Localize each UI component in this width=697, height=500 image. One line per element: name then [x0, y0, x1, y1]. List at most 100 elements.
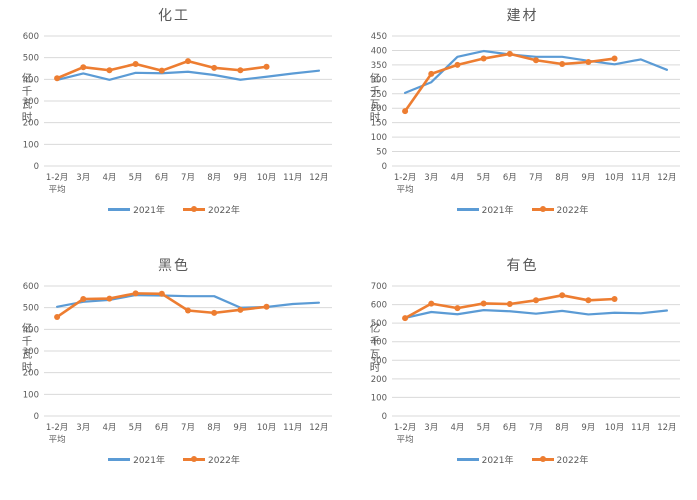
y-tick-label: 250 [371, 90, 387, 100]
legend-marker-dot [539, 456, 546, 463]
legend-label: 2021年 [481, 206, 514, 216]
data-point-marker [428, 70, 435, 77]
y-tick-label: 300 [371, 356, 387, 366]
data-point-marker [54, 313, 61, 320]
data-point-marker [454, 61, 461, 68]
x-tick-label: 9月 [581, 423, 595, 433]
data-point-marker [80, 296, 87, 302]
x-tick-label: 3月 [424, 423, 438, 433]
data-point-marker [533, 57, 539, 64]
y-axis-title-char: 亿 [22, 322, 33, 335]
data-point-marker [211, 309, 218, 316]
x-tick-label: 8月 [207, 423, 221, 433]
x-tick-label: 9月 [233, 423, 247, 433]
legend-item-2021: 2021年 [108, 203, 165, 216]
legend-line-dot-swatch [183, 456, 205, 463]
y-tick-label: 400 [371, 46, 387, 56]
x-tick-label: 10月 [605, 423, 624, 433]
y-axis-title-char: 时 [22, 362, 33, 374]
y-tick-label: 300 [23, 347, 39, 357]
x-tick-sublabel: 平均 [397, 184, 414, 195]
x-tick-label: 8月 [555, 173, 569, 183]
x-tick-label: 5月 [129, 173, 143, 183]
x-tick-label: 12月 [657, 423, 676, 433]
y-axis-title-char: 时 [370, 112, 381, 124]
x-tick-label: 1-2月 [46, 173, 68, 183]
x-tick-label: 6月 [155, 423, 169, 433]
chart-legend: 2021年 2022年 [0, 203, 348, 216]
x-tick-label: 1-2月 [46, 423, 68, 433]
legend-item-2022: 2022年 [531, 453, 588, 466]
y-axis-title-char: 千 [22, 336, 33, 348]
data-point-marker [559, 61, 566, 68]
legend-label: 2022年 [208, 206, 240, 216]
series-line-2021年 [403, 49, 669, 95]
y-axis-title-char: 亿 [370, 322, 381, 335]
x-tick-label: 7月 [529, 173, 543, 183]
data-point-marker [106, 67, 113, 74]
data-point-marker [585, 59, 592, 65]
x-tick-label: 1-2月 [394, 423, 416, 433]
y-tick-label: 200 [371, 104, 387, 114]
x-tick-label: 11月 [283, 173, 302, 183]
y-tick-label: 100 [371, 393, 387, 403]
legend-label: 2021年 [133, 206, 165, 216]
y-tick-label: 200 [23, 119, 39, 129]
chart-legend: 2021年 2022年 [348, 203, 697, 216]
data-point-marker [158, 67, 165, 74]
y-axis-title-char: 亿 [370, 72, 381, 85]
y-tick-label: 500 [23, 54, 39, 64]
data-point-marker [54, 75, 61, 82]
x-tick-label: 12月 [309, 423, 328, 433]
x-tick-label: 1-2月 [394, 173, 416, 183]
chart-title: 建材 [506, 8, 539, 24]
x-tick-label: 9月 [581, 173, 595, 183]
x-tick-label: 4月 [450, 423, 464, 433]
chart-legend: 2021年 2022年 [0, 453, 348, 466]
data-point-marker [480, 55, 487, 62]
y-tick-label: 150 [371, 119, 387, 129]
series-line-2022年 [403, 52, 616, 113]
x-tick-label: 11月 [631, 173, 650, 183]
chart-panel-building-materials: 建材 0 50 100 150 200 250 300 350 400 450 亿千瓦时 1-2月 平均… [348, 0, 697, 250]
x-tick-sublabel: 平均 [397, 434, 414, 445]
legend-line-dot-swatch [183, 206, 205, 213]
x-tick-label: 4月 [102, 173, 116, 183]
x-tick-label: 6月 [155, 173, 169, 183]
data-point-marker [454, 305, 461, 312]
data-point-marker [506, 50, 513, 57]
x-tick-label: 7月 [181, 173, 195, 183]
y-tick-label: 0 [34, 162, 39, 172]
data-point-marker [480, 300, 487, 307]
x-tick-label: 4月 [450, 173, 464, 183]
y-axis-title-char: 瓦 [22, 99, 33, 111]
y-tick-label: 600 [23, 282, 39, 292]
data-point-marker [263, 303, 270, 310]
x-tick-label: 12月 [309, 173, 328, 183]
data-point-marker [506, 301, 513, 308]
chart-panel-nonferrous: 有色 0 100 200 300 400 500 600 700 亿千瓦时 1-2月 平均 3月 4月 5… [348, 250, 697, 500]
y-axis-title-char: 千 [370, 336, 381, 348]
data-point-marker [132, 290, 139, 297]
x-tick-label: 11月 [631, 423, 650, 433]
y-tick-label: 200 [371, 375, 387, 385]
y-tick-label: 500 [23, 304, 39, 314]
legend-item-2022: 2022年 [183, 203, 240, 216]
legend-marker-dot [191, 206, 197, 213]
y-axis-title-char: 千 [370, 86, 381, 98]
y-tick-label: 0 [382, 412, 387, 422]
chart-title: 有色 [506, 258, 539, 274]
y-tick-label: 450 [371, 32, 387, 42]
data-point-marker [585, 297, 592, 304]
y-tick-label: 700 [371, 282, 387, 292]
y-tick-label: 100 [371, 133, 387, 143]
data-point-marker [237, 306, 244, 313]
y-axis-title-char: 千 [22, 86, 33, 98]
legend-label: 2022年 [556, 206, 589, 216]
y-axis-title-char: 亿 [22, 72, 33, 85]
x-tick-label: 11月 [283, 423, 302, 433]
legend-label: 2021年 [481, 456, 514, 466]
